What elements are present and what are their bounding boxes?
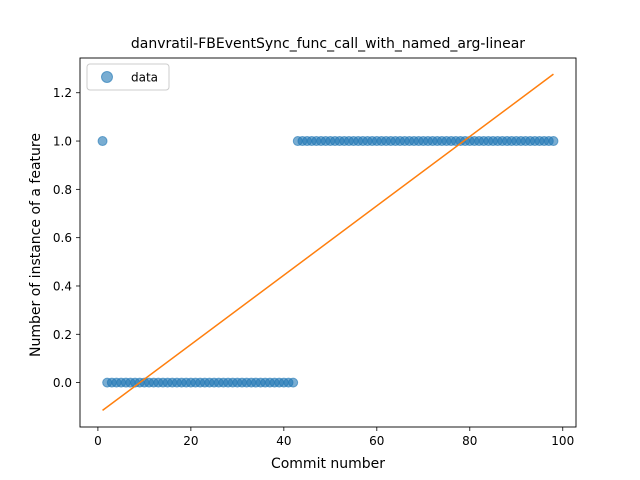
legend-marker-data [101, 71, 113, 83]
y-tick-label: 0.0 [53, 376, 72, 390]
legend: data [86, 63, 170, 91]
scatter-series-0 [97, 136, 559, 388]
x-tick-label: 80 [462, 434, 477, 448]
y-tick-label: 0.2 [53, 328, 72, 342]
fit-line [102, 73, 554, 411]
y-tick-label: 0.6 [53, 231, 72, 245]
axes-frame [79, 57, 577, 428]
data-point [97, 136, 108, 147]
x-axis-label: Commit number [271, 456, 385, 472]
y-axis-ticks: 0.0 0.2 0.4 0.6 0.8 1.0 1.2 [53, 86, 80, 390]
plot-area [79, 57, 577, 428]
legend-box [86, 63, 170, 91]
y-tick-label: 0.8 [53, 183, 72, 197]
x-tick-label: 100 [551, 434, 574, 448]
x-tick-label: 40 [276, 434, 291, 448]
y-tick-label: 1.2 [53, 86, 72, 100]
data-point [548, 136, 559, 147]
y-tick-label: 1.0 [53, 135, 72, 149]
x-axis-ticks: 0 20 40 60 80 100 [94, 427, 574, 448]
x-tick-label: 60 [369, 434, 384, 448]
y-tick-label: 0.4 [53, 279, 72, 293]
data-point [288, 377, 299, 388]
legend-label-data: data [131, 71, 158, 85]
chart-title: danvratil-FBEventSync_func_call_with_nam… [131, 36, 525, 52]
x-tick-label: 0 [94, 434, 102, 448]
x-tick-label: 20 [183, 434, 198, 448]
y-axis-label: Number of instance of a feature [28, 133, 44, 357]
